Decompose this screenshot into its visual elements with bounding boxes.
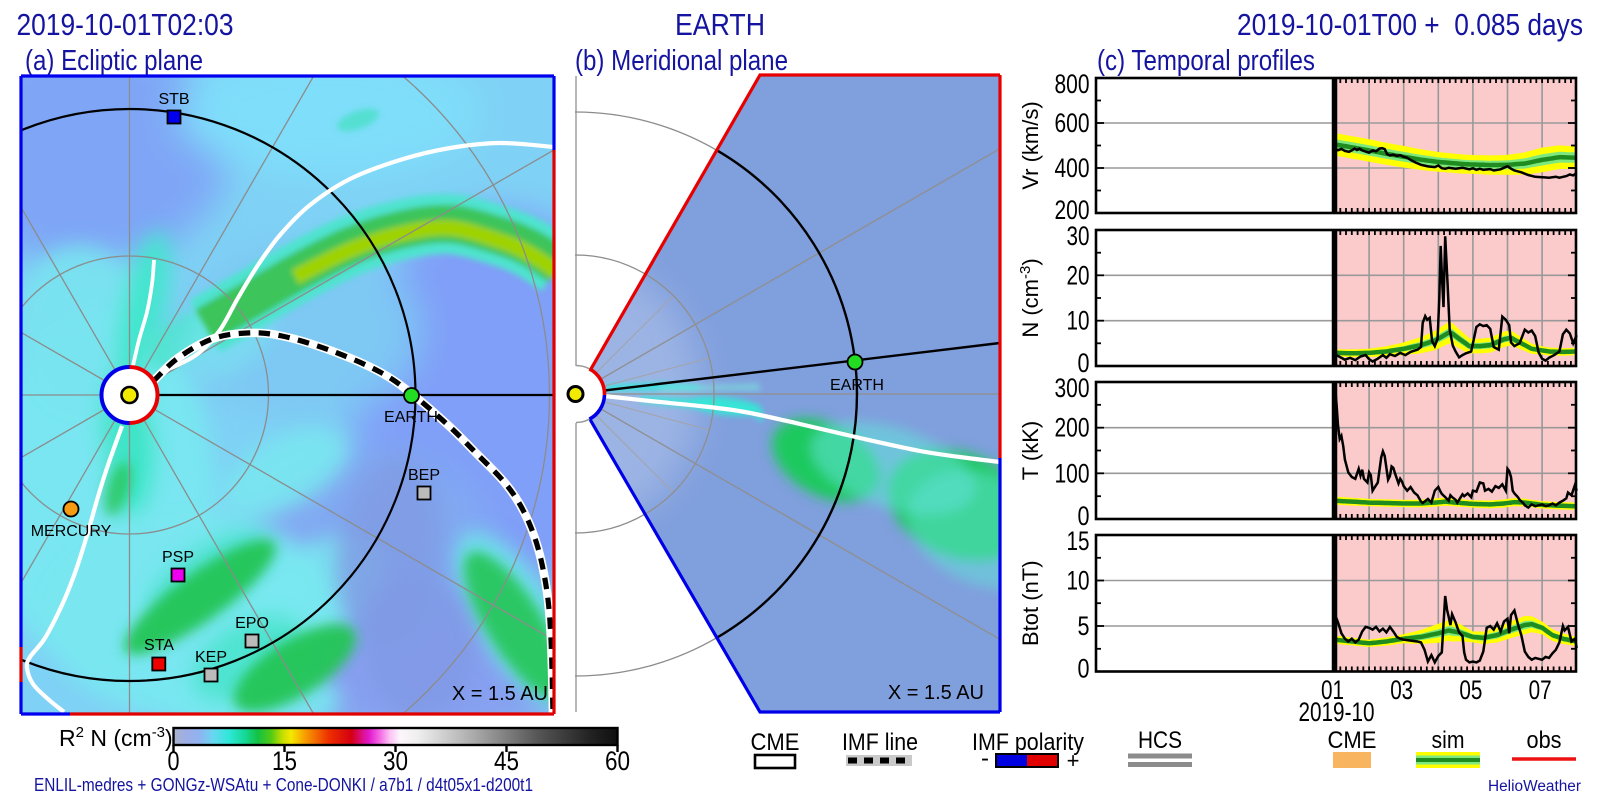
svg-text:15: 15 (1067, 526, 1090, 556)
svg-text:STA: STA (144, 637, 174, 654)
svg-text:EARTH: EARTH (830, 377, 884, 394)
svg-text:EARTH: EARTH (384, 409, 438, 426)
svg-text:+: + (1067, 748, 1080, 773)
svg-text:60: 60 (605, 746, 630, 776)
svg-text:KEP: KEP (195, 649, 227, 666)
svg-text:STB: STB (158, 91, 189, 108)
svg-text:200: 200 (1055, 195, 1090, 225)
svg-text:800: 800 (1055, 69, 1090, 99)
svg-text:ENLIL-medres + GONGz-WSAtu + C: ENLIL-medres + GONGz-WSAtu + Cone-DONKI … (34, 775, 533, 795)
svg-text:2019-10-01T00 + 0.085 days: 2019-10-01T00 + 0.085 days (1237, 7, 1583, 42)
svg-text:CME: CME (751, 729, 800, 756)
svg-text:100: 100 (1055, 458, 1090, 488)
svg-text:EARTH: EARTH (675, 7, 765, 42)
svg-text:-: - (981, 745, 989, 772)
svg-text:2019-10-01T02:03: 2019-10-01T02:03 (17, 7, 234, 42)
svg-text:obs: obs (1527, 727, 1562, 754)
svg-text:300: 300 (1055, 373, 1090, 403)
svg-text:CME: CME (1328, 727, 1377, 754)
svg-text:EPO: EPO (235, 615, 269, 632)
svg-text:(c) Temporal profiles: (c) Temporal profiles (1097, 45, 1315, 77)
svg-text:10: 10 (1067, 306, 1090, 336)
svg-text:BEP: BEP (408, 467, 440, 484)
svg-text:HCS: HCS (1138, 727, 1182, 754)
svg-text:5: 5 (1078, 611, 1090, 641)
svg-text:30: 30 (1067, 221, 1090, 251)
svg-text:600: 600 (1055, 108, 1090, 138)
svg-text:45: 45 (494, 746, 519, 776)
svg-text:30: 30 (383, 746, 408, 776)
svg-text:MERCURY: MERCURY (31, 523, 112, 540)
svg-text:X = 1.5 AU: X = 1.5 AU (452, 683, 548, 705)
svg-text:Btot (nT): Btot (nT) (1018, 560, 1043, 646)
svg-text:20: 20 (1067, 260, 1090, 290)
svg-text:sim: sim (1432, 727, 1465, 754)
svg-text:0: 0 (1078, 654, 1090, 684)
svg-text:0: 0 (1078, 348, 1090, 378)
svg-text:HelioWeather: HelioWeather (1488, 778, 1581, 795)
svg-text:01: 01 (1321, 675, 1344, 705)
svg-text:07: 07 (1529, 675, 1552, 705)
svg-text:200: 200 (1055, 413, 1090, 443)
svg-text:0: 0 (168, 746, 180, 776)
svg-text:(b) Meridional plane: (b) Meridional plane (575, 45, 788, 77)
svg-text:PSP: PSP (162, 549, 194, 566)
svg-text:05: 05 (1459, 675, 1482, 705)
svg-text:T (kK): T (kK) (1018, 421, 1043, 480)
svg-text:0: 0 (1078, 501, 1090, 531)
svg-text:IMF line: IMF line (842, 729, 918, 756)
svg-text:Vr (km/s): Vr (km/s) (1018, 101, 1043, 189)
svg-text:400: 400 (1055, 153, 1090, 183)
svg-text:2019-10: 2019-10 (1299, 697, 1375, 727)
svg-text:X = 1.5 AU: X = 1.5 AU (888, 682, 984, 704)
svg-text:03: 03 (1390, 675, 1413, 705)
svg-text:10: 10 (1067, 566, 1090, 596)
svg-text:15: 15 (272, 746, 297, 776)
svg-text:(a) Ecliptic plane: (a) Ecliptic plane (25, 45, 203, 77)
svg-text:IMF polarity: IMF polarity (972, 729, 1085, 756)
